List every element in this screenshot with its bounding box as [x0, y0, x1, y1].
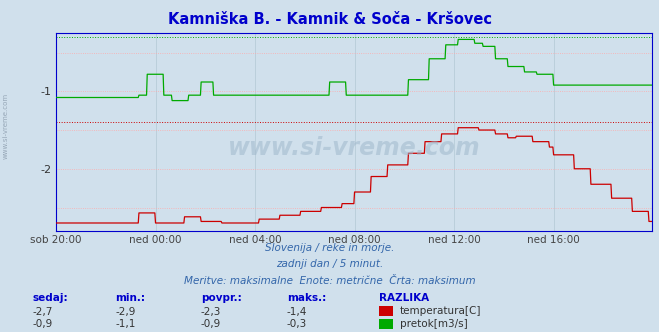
Text: Meritve: maksimalne  Enote: metrične  Črta: maksimum: Meritve: maksimalne Enote: metrične Črta… — [184, 276, 475, 286]
Text: Kamniška B. - Kamnik & Soča - Kršovec: Kamniška B. - Kamnik & Soča - Kršovec — [167, 12, 492, 27]
Text: -0,9: -0,9 — [201, 319, 221, 329]
Text: -1,4: -1,4 — [287, 307, 307, 317]
Text: sedaj:: sedaj: — [33, 293, 69, 303]
Text: -1,1: -1,1 — [115, 319, 136, 329]
Text: pretok[m3/s]: pretok[m3/s] — [400, 319, 468, 329]
Text: RAZLIKA: RAZLIKA — [379, 293, 429, 303]
Text: -2,9: -2,9 — [115, 307, 136, 317]
Text: www.si-vreme.com: www.si-vreme.com — [2, 93, 9, 159]
Text: -0,3: -0,3 — [287, 319, 307, 329]
Text: -2,3: -2,3 — [201, 307, 221, 317]
Text: -2,7: -2,7 — [33, 307, 53, 317]
Text: povpr.:: povpr.: — [201, 293, 242, 303]
Text: temperatura[C]: temperatura[C] — [400, 306, 482, 316]
Text: zadnji dan / 5 minut.: zadnji dan / 5 minut. — [276, 259, 383, 269]
Text: maks.:: maks.: — [287, 293, 326, 303]
Text: www.si-vreme.com: www.si-vreme.com — [228, 136, 480, 160]
Text: -0,9: -0,9 — [33, 319, 53, 329]
Text: Slovenija / reke in morje.: Slovenija / reke in morje. — [265, 243, 394, 253]
Text: min.:: min.: — [115, 293, 146, 303]
